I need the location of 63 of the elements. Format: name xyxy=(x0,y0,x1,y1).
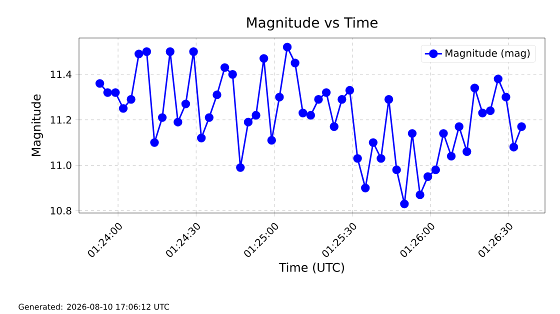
point xyxy=(392,165,401,174)
point xyxy=(290,58,300,68)
point xyxy=(400,200,409,208)
point xyxy=(509,142,518,152)
point xyxy=(439,129,448,138)
point xyxy=(353,154,362,163)
point xyxy=(212,90,222,100)
point xyxy=(431,165,440,174)
point xyxy=(517,122,526,131)
point xyxy=(408,129,417,138)
point xyxy=(181,100,190,108)
point xyxy=(111,88,120,97)
point xyxy=(197,134,206,142)
point xyxy=(103,88,112,97)
y-tick-label: 11.0 xyxy=(50,161,72,170)
point xyxy=(416,190,424,200)
point xyxy=(384,95,394,104)
point xyxy=(470,84,480,92)
point xyxy=(275,92,284,102)
point xyxy=(259,54,268,63)
point xyxy=(361,184,370,192)
point xyxy=(244,118,253,126)
point xyxy=(424,172,432,181)
point xyxy=(126,95,136,104)
legend-label: Magnitude (mag) xyxy=(446,49,530,59)
point xyxy=(150,138,159,147)
point xyxy=(338,95,346,104)
point xyxy=(228,70,237,79)
point xyxy=(478,108,487,118)
point xyxy=(454,122,464,131)
point xyxy=(252,110,260,120)
x-axis-title: Time (UTC) xyxy=(278,262,344,274)
point xyxy=(220,63,230,72)
point xyxy=(174,118,182,126)
point xyxy=(134,50,144,58)
point xyxy=(376,154,386,163)
y-axis-title: Magnitude xyxy=(31,94,43,156)
point xyxy=(446,152,456,161)
point xyxy=(158,113,167,122)
point xyxy=(166,47,174,56)
point xyxy=(494,74,502,84)
point xyxy=(267,136,276,145)
point xyxy=(345,86,354,95)
point xyxy=(306,110,316,120)
point xyxy=(204,113,214,122)
point xyxy=(95,79,104,88)
point xyxy=(118,104,128,113)
point xyxy=(282,42,292,52)
point xyxy=(189,47,198,56)
point xyxy=(462,147,472,156)
point xyxy=(142,47,152,56)
point xyxy=(314,95,323,104)
point xyxy=(330,122,338,131)
y-tick-label: 11.2 xyxy=(50,116,71,124)
point xyxy=(502,92,510,102)
chart-title: Magnitude vs Time xyxy=(247,17,378,31)
y-tick-label: 10.8 xyxy=(50,206,72,214)
point xyxy=(322,88,331,97)
point xyxy=(368,138,378,147)
y-tick-label: 11.4 xyxy=(50,70,72,78)
point xyxy=(486,106,495,116)
point xyxy=(236,163,245,172)
point xyxy=(298,108,308,118)
